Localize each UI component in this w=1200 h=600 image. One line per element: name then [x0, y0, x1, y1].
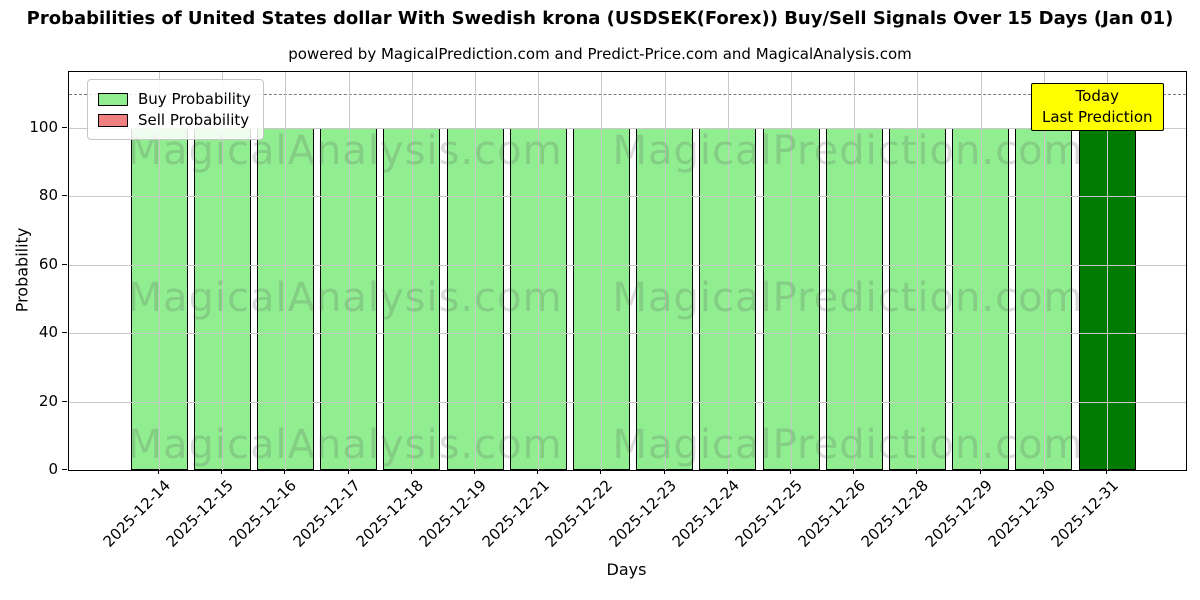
- x-tick-mark: [474, 469, 475, 474]
- legend-swatch: [98, 113, 128, 127]
- x-tick-mark: [600, 469, 602, 474]
- h-gridline: [69, 333, 1186, 335]
- y-tick-mark: [62, 332, 67, 334]
- v-gridline: [411, 72, 413, 470]
- x-tick-mark: [853, 469, 855, 474]
- annotation-line: Today: [1075, 87, 1119, 105]
- today-annotation: Today Last Prediction: [1031, 83, 1164, 131]
- x-tick-mark: [916, 469, 918, 474]
- h-gridline: [69, 264, 1186, 266]
- v-gridline: [980, 72, 982, 470]
- y-tick-mark: [62, 400, 67, 402]
- legend: Buy Probability Sell Probability: [87, 79, 264, 140]
- v-gridline: [475, 72, 476, 470]
- x-tick-mark: [1106, 469, 1107, 474]
- v-gridline: [222, 72, 224, 470]
- v-gridline: [538, 72, 540, 470]
- h-gridline: [69, 401, 1186, 403]
- watermark-text: MagicalAnalysis.com: [127, 275, 563, 321]
- h-gridline: [69, 128, 1186, 130]
- v-gridline: [791, 72, 792, 470]
- x-tick-mark: [221, 469, 223, 474]
- dashed-threshold-line: [69, 93, 1186, 95]
- legend-item: Sell Probability: [98, 111, 251, 129]
- x-tick-mark: [790, 469, 791, 474]
- watermark-text: MagicalAnalysis.com: [127, 422, 563, 468]
- x-tick-mark: [410, 469, 412, 474]
- v-gridline: [727, 72, 729, 470]
- x-tick-mark: [158, 469, 159, 474]
- chart-title: Probabilities of United States dollar Wi…: [26, 8, 1174, 29]
- x-tick-mark: [537, 469, 539, 474]
- x-tick-mark: [726, 469, 728, 474]
- v-gridline: [285, 72, 287, 470]
- x-tick-mark: [284, 469, 286, 474]
- x-tick-mark: [979, 469, 981, 474]
- legend-label: Buy Probability: [138, 90, 251, 108]
- v-gridline: [854, 72, 856, 470]
- h-gridline: [69, 196, 1186, 198]
- x-tick-mark: [663, 469, 665, 474]
- annotation-line: Last Prediction: [1042, 108, 1153, 126]
- y-tick-label: 40: [38, 323, 58, 342]
- v-gridline: [601, 72, 603, 470]
- y-tick-label: 20: [38, 391, 58, 410]
- y-tick-mark: [62, 263, 67, 265]
- y-tick-label: 100: [29, 118, 58, 137]
- x-tick-mark: [347, 469, 349, 474]
- v-gridline: [917, 72, 919, 470]
- x-tick-mark: [1042, 469, 1044, 474]
- y-tick-label: 80: [38, 186, 58, 205]
- watermark-text: MagicalPrediction.com: [612, 128, 1084, 174]
- y-tick-mark: [62, 195, 67, 197]
- v-gridline: [348, 72, 350, 470]
- v-gridline: [1107, 72, 1108, 470]
- v-gridline: [1043, 72, 1045, 470]
- chart-subtitle: powered by MagicalPrediction.com and Pre…: [288, 45, 912, 63]
- x-axis-title: Days: [606, 560, 647, 579]
- plot-area: Buy Probability Sell Probability Today Las…: [68, 71, 1187, 471]
- y-tick-mark: [62, 127, 67, 129]
- legend-swatch: [98, 92, 128, 106]
- v-gridline: [664, 72, 666, 470]
- y-tick-label: 0: [48, 460, 58, 478]
- v-gridline: [159, 72, 160, 470]
- legend-item: Buy Probability: [98, 90, 251, 108]
- watermark-text: MagicalPrediction.com: [612, 422, 1084, 468]
- legend-label: Sell Probability: [138, 111, 250, 129]
- y-tick-label: 60: [38, 254, 58, 273]
- watermark-text: MagicalPrediction.com: [612, 275, 1084, 321]
- y-tick-mark: [62, 469, 67, 470]
